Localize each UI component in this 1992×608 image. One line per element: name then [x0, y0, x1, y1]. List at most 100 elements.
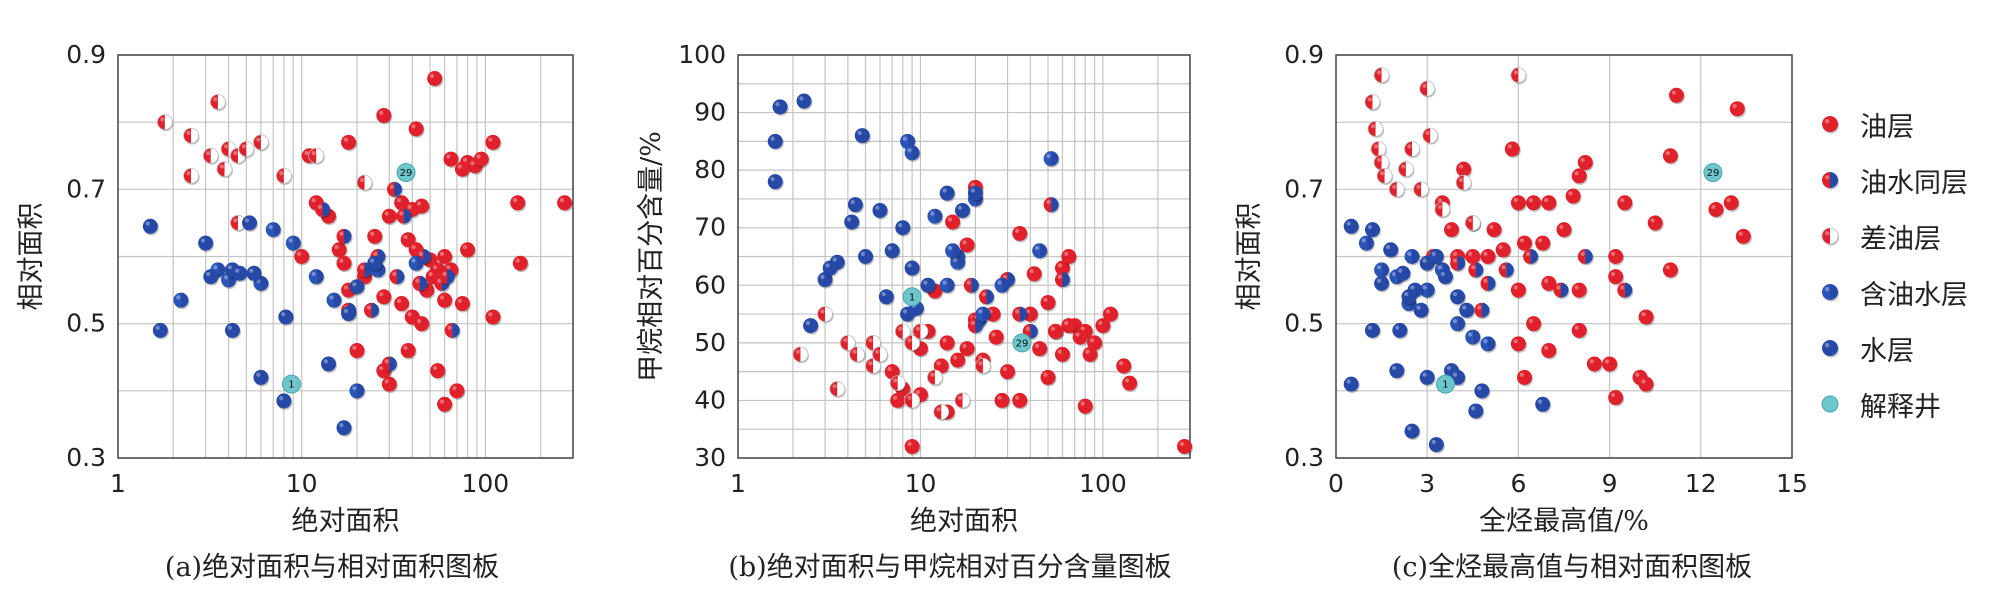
series-oilwater [950, 197, 1071, 341]
data-point-oil [1510, 282, 1527, 300]
data-point-water [1383, 242, 1400, 259]
data-point-oil [1723, 195, 1740, 212]
data-point-oil [1480, 249, 1497, 266]
legend-item-poor: 差油层 [1818, 208, 1968, 264]
data-point-poor [1367, 120, 1385, 138]
data-point-oil [1526, 195, 1543, 212]
data-point-oilwater [444, 322, 461, 340]
legend-label: 油水同层 [1860, 167, 1968, 199]
data-point-poor [183, 127, 200, 145]
x-tick-label: 1 [110, 469, 126, 498]
x-tick-label: 100 [1079, 469, 1127, 498]
data-point-oil [1048, 323, 1065, 341]
data-point-oilwater [1468, 262, 1485, 279]
data-point-oilbearing [1043, 151, 1060, 168]
data-point-water [878, 289, 895, 306]
data-point-poor [927, 369, 944, 387]
data-point-oilwater [1450, 255, 1467, 273]
legend-label: 含油水层 [1860, 279, 1968, 311]
data-point-oil [510, 195, 527, 212]
series-water [142, 215, 384, 437]
data-point-poor [865, 334, 882, 352]
data-point-water [1413, 302, 1430, 320]
data-point-poor [954, 392, 972, 410]
x-tick-label: 12 [1685, 469, 1717, 498]
data-point-oil [449, 383, 466, 400]
series-oil [1434, 87, 1752, 407]
y-tick-label: 0.5 [66, 309, 106, 338]
data-point-oilwater [412, 275, 429, 293]
data-point-water [198, 235, 215, 253]
panel-c-caption: (c)全烃最高值与相对面积图板 [1391, 552, 1753, 583]
data-point-oil [945, 214, 962, 231]
data-point-water [854, 128, 871, 145]
legend-item-oilwater: 油水同层 [1818, 152, 1968, 208]
y-tick-label: 40 [694, 385, 726, 414]
data-point-oil [1571, 168, 1588, 185]
data-point-oil [1116, 358, 1133, 375]
data-point-oil [485, 134, 502, 152]
series-poor [792, 306, 992, 421]
data-point-water [1404, 423, 1421, 441]
data-point-poor [1373, 67, 1391, 85]
data-point-well: 1 [902, 287, 922, 307]
data-point-water [1459, 302, 1476, 320]
data-point-oil [1077, 398, 1094, 416]
data-point-water [349, 279, 366, 296]
data-point-oil [485, 309, 502, 326]
data-point-oil [1095, 318, 1112, 335]
data-point-poor [1455, 174, 1473, 192]
data-point-oilwater [381, 356, 398, 373]
data-point-oilbearing [994, 277, 1011, 295]
data-point-water [1364, 222, 1381, 239]
data-point-oilbearing [904, 145, 921, 162]
plot-frame [737, 54, 1191, 459]
data-point-oilbearing [900, 133, 917, 151]
data-point-well: 29 [396, 163, 416, 183]
data-point-oilbearing [1465, 329, 1482, 347]
data-point-oilbearing [408, 255, 425, 273]
data-point-oil [1571, 282, 1588, 300]
grid [1335, 54, 1793, 459]
y-tick-label: 0.3 [1284, 443, 1324, 472]
data-point-water [1428, 249, 1445, 266]
data-point-oil [1565, 188, 1582, 206]
data-point-oilwater [1498, 262, 1515, 279]
data-point-water [246, 265, 263, 283]
data-point-poor [1419, 80, 1436, 98]
data-point-oilbearing [265, 222, 282, 239]
data-point-oil [1012, 225, 1029, 243]
x-tick-label: 10 [286, 469, 318, 498]
data-point-oil [1577, 154, 1594, 172]
data-point-oilwater [963, 277, 980, 295]
data-point-oilwater [315, 201, 332, 219]
y-tick-label: 0.9 [1284, 40, 1324, 69]
data-point-oil [959, 341, 976, 358]
svg-text:29: 29 [1016, 338, 1029, 349]
data-point-oil [1638, 376, 1655, 394]
data-point-poor [1388, 181, 1406, 199]
series-oilbearing [173, 222, 425, 400]
x-tick-label: 9 [1602, 469, 1618, 498]
legend-item-oil: 油层 [1818, 96, 1968, 152]
data-point-poor [183, 167, 200, 185]
data-point-oil [336, 255, 353, 273]
legend: 油层 油水同层 差油层 含油水层 水层 解释井 [1818, 96, 1968, 432]
data-point-water [872, 202, 889, 220]
data-point-water [796, 93, 813, 111]
data-point-poor [1434, 201, 1451, 219]
data-point-oil [427, 71, 444, 88]
data-point-oilbearing [975, 306, 992, 324]
data-point-water [803, 318, 820, 335]
legend-item-oilbearing: 含油水层 [1818, 264, 1968, 320]
data-point-oilwater [396, 208, 413, 226]
y-tick-label: 0.9 [66, 40, 106, 69]
legend-label: 油层 [1860, 111, 1914, 143]
data-point-oil [1668, 87, 1685, 105]
data-point-oil [1456, 161, 1473, 179]
data-point-water [1450, 289, 1467, 306]
data-point-oilbearing [221, 272, 238, 290]
y-tick-label: 0.7 [1284, 174, 1324, 203]
series-poor [1364, 67, 1527, 232]
x-tick-label: 3 [1419, 469, 1435, 498]
